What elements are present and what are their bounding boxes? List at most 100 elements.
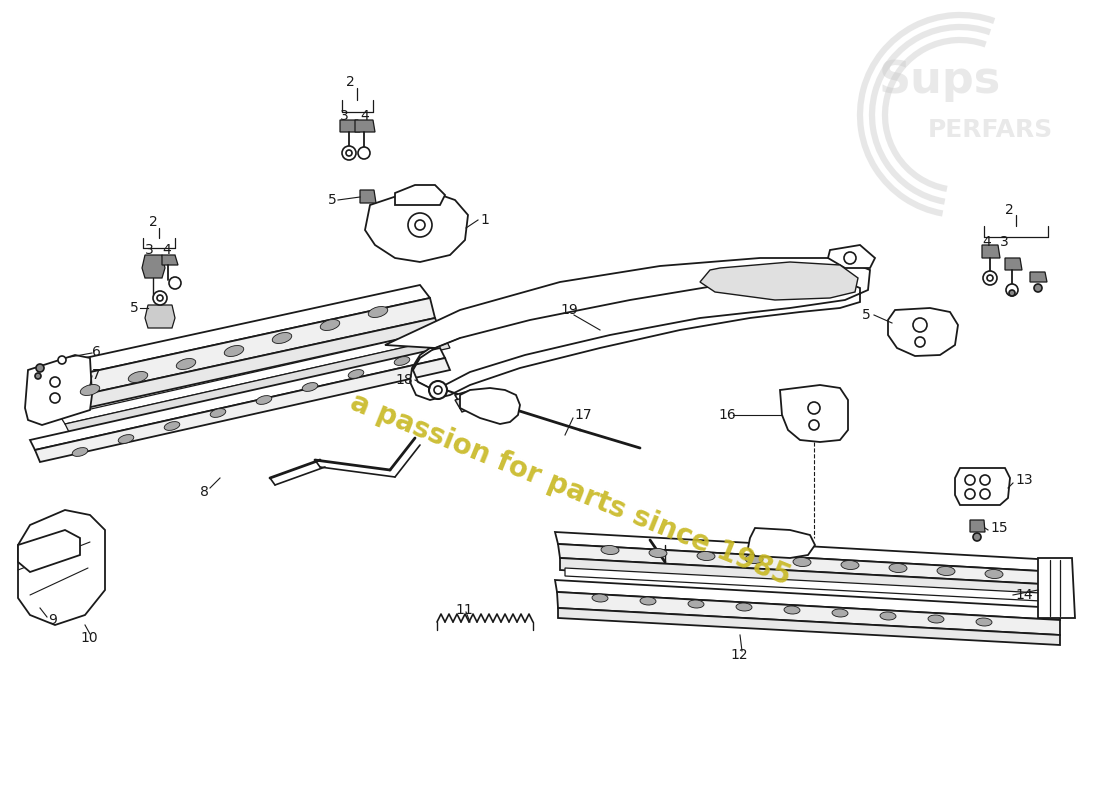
Ellipse shape (129, 371, 147, 382)
Text: 4: 4 (162, 243, 170, 257)
Text: 3: 3 (340, 109, 349, 123)
Circle shape (808, 420, 820, 430)
Circle shape (157, 295, 163, 301)
Polygon shape (35, 358, 450, 462)
Ellipse shape (649, 549, 667, 558)
Polygon shape (556, 532, 1058, 572)
Polygon shape (557, 592, 1060, 635)
Ellipse shape (224, 346, 244, 357)
Text: 2: 2 (148, 215, 157, 229)
Ellipse shape (273, 333, 292, 343)
Polygon shape (18, 510, 104, 625)
Circle shape (844, 252, 856, 264)
Text: PERFARS: PERFARS (927, 118, 1053, 142)
Text: 4: 4 (982, 235, 991, 249)
Polygon shape (145, 305, 175, 328)
Circle shape (987, 275, 993, 281)
Text: 8: 8 (200, 485, 209, 499)
Circle shape (50, 393, 60, 403)
Polygon shape (30, 348, 446, 450)
Polygon shape (1030, 272, 1047, 282)
Polygon shape (982, 245, 1000, 258)
Text: 16: 16 (718, 408, 736, 422)
Circle shape (974, 533, 981, 541)
Ellipse shape (880, 612, 896, 620)
Text: 6: 6 (92, 345, 101, 359)
Text: 12: 12 (730, 648, 748, 662)
Ellipse shape (832, 609, 848, 617)
Circle shape (415, 220, 425, 230)
Ellipse shape (210, 409, 225, 418)
Ellipse shape (349, 370, 364, 378)
Circle shape (358, 147, 370, 159)
Ellipse shape (368, 306, 387, 318)
Circle shape (980, 475, 990, 485)
Text: 15: 15 (990, 521, 1008, 535)
Text: 2: 2 (345, 75, 354, 89)
Circle shape (784, 534, 792, 542)
Ellipse shape (176, 358, 196, 370)
Ellipse shape (592, 594, 608, 602)
Ellipse shape (601, 546, 619, 554)
Polygon shape (556, 580, 1060, 620)
Ellipse shape (320, 319, 340, 330)
Ellipse shape (640, 597, 656, 605)
Text: 13: 13 (1015, 473, 1033, 487)
Polygon shape (162, 255, 178, 265)
Ellipse shape (784, 606, 800, 614)
Circle shape (758, 544, 766, 552)
Text: 1: 1 (480, 213, 488, 227)
Circle shape (408, 213, 432, 237)
Polygon shape (18, 530, 80, 572)
Polygon shape (385, 258, 870, 400)
Polygon shape (460, 388, 520, 424)
Polygon shape (40, 298, 434, 403)
Text: 10: 10 (80, 631, 98, 645)
Ellipse shape (73, 448, 88, 456)
Text: 7: 7 (92, 368, 101, 382)
Text: a passion for parts since 1985: a passion for parts since 1985 (345, 389, 794, 591)
Text: 17: 17 (574, 408, 592, 422)
Ellipse shape (394, 357, 410, 366)
Polygon shape (60, 330, 446, 424)
Ellipse shape (80, 385, 100, 395)
Circle shape (808, 402, 820, 414)
Text: 2: 2 (1004, 203, 1013, 217)
Ellipse shape (302, 382, 318, 391)
Circle shape (784, 544, 792, 552)
Circle shape (50, 377, 60, 387)
Ellipse shape (928, 615, 944, 623)
Polygon shape (365, 193, 468, 262)
Ellipse shape (976, 618, 992, 626)
Polygon shape (888, 308, 958, 356)
Text: 3: 3 (145, 243, 154, 257)
Polygon shape (565, 568, 1060, 602)
Ellipse shape (118, 434, 134, 443)
Text: 19: 19 (560, 303, 578, 317)
Ellipse shape (164, 422, 179, 430)
Ellipse shape (842, 561, 859, 570)
Circle shape (1034, 284, 1042, 292)
Polygon shape (395, 185, 446, 205)
Text: 9: 9 (48, 613, 57, 627)
Circle shape (346, 150, 352, 156)
Text: 11: 11 (455, 603, 473, 617)
Polygon shape (360, 190, 376, 203)
Polygon shape (25, 355, 92, 425)
Polygon shape (1005, 258, 1022, 270)
Circle shape (1006, 284, 1018, 296)
Circle shape (1009, 290, 1015, 296)
Circle shape (771, 544, 779, 552)
Circle shape (434, 386, 442, 394)
Text: 18: 18 (395, 373, 412, 387)
Polygon shape (558, 608, 1060, 645)
Circle shape (965, 475, 975, 485)
Circle shape (771, 534, 779, 542)
Polygon shape (748, 528, 815, 558)
Ellipse shape (889, 563, 908, 573)
Ellipse shape (937, 566, 955, 575)
Polygon shape (700, 262, 858, 300)
Circle shape (429, 381, 447, 399)
Polygon shape (30, 285, 430, 383)
Circle shape (965, 489, 975, 499)
